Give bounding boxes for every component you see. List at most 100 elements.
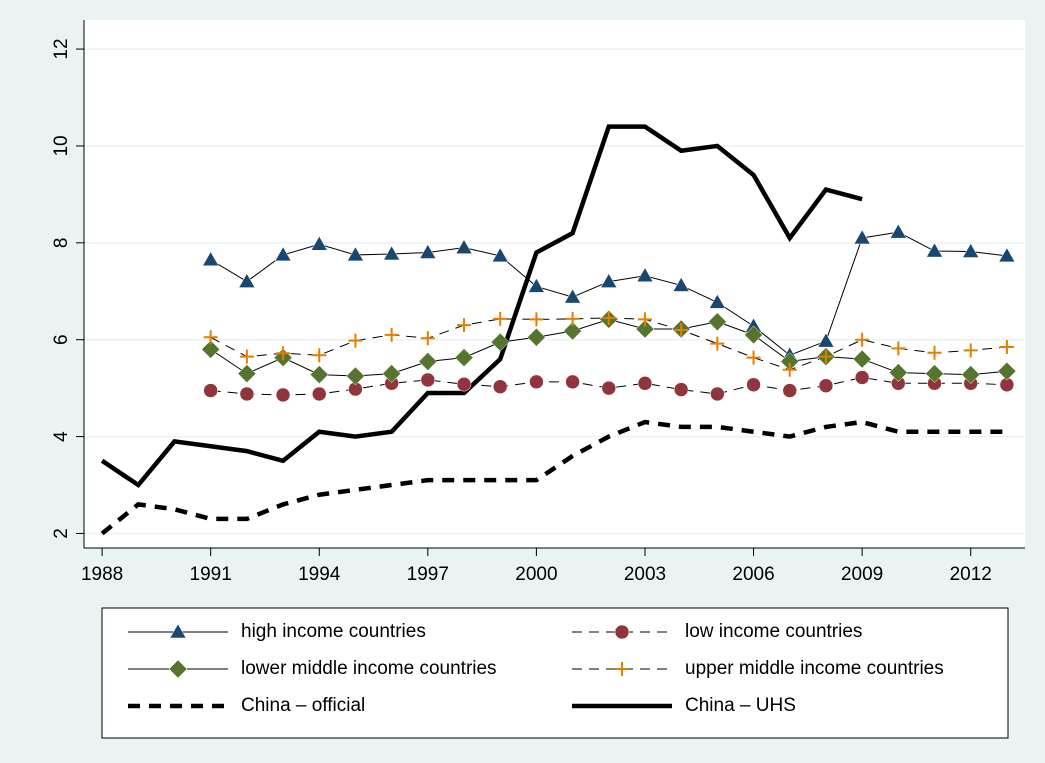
series-line: [100, 124, 863, 489]
marker: [312, 348, 327, 363]
marker: [456, 377, 472, 392]
marker: [635, 319, 655, 339]
marker: [963, 343, 978, 358]
marker: [383, 245, 401, 261]
marker: [744, 325, 763, 345]
legend: [101, 607, 1009, 739]
legend-label: China – official: [241, 695, 365, 716]
marker: [564, 288, 582, 304]
y-tick-label: 2: [51, 528, 72, 539]
marker: [420, 331, 435, 346]
marker: [927, 345, 942, 360]
marker: [274, 246, 292, 262]
marker: [673, 382, 689, 397]
marker: [239, 349, 254, 364]
marker: [238, 273, 256, 288]
marker: [563, 321, 582, 341]
marker: [672, 276, 690, 292]
x-tick-label: 1994: [298, 564, 341, 585]
x-tick-label: 1997: [407, 564, 449, 585]
marker: [746, 377, 761, 393]
x-tick-label: 2000: [515, 564, 557, 585]
y-tick-label: 6: [51, 334, 72, 345]
marker: [347, 246, 364, 262]
x-tick-label: 2006: [732, 564, 774, 585]
marker: [601, 380, 617, 396]
marker: [997, 361, 1017, 381]
marker: [962, 243, 980, 258]
marker: [999, 339, 1014, 354]
x-tick-label: 1988: [81, 564, 123, 585]
series-line: [100, 419, 1007, 536]
marker: [891, 341, 906, 356]
marker: [817, 332, 835, 348]
marker: [636, 267, 654, 283]
marker: [565, 311, 580, 326]
marker: [529, 312, 544, 327]
marker: [600, 273, 618, 288]
marker: [237, 364, 257, 383]
marker: [853, 229, 871, 245]
legend-marker: [169, 623, 187, 639]
marker: [310, 235, 328, 251]
marker: [203, 330, 218, 345]
marker: [674, 323, 689, 338]
marker: [888, 363, 908, 382]
marker: [419, 244, 437, 259]
legend-label: low income countries: [685, 621, 862, 642]
marker: [203, 383, 218, 398]
marker: [708, 312, 727, 332]
marker: [492, 379, 508, 394]
marker: [961, 365, 981, 384]
x-tick-label: 2012: [950, 564, 992, 585]
legend-label: lower middle income countries: [241, 658, 497, 679]
marker: [710, 336, 725, 351]
marker: [601, 310, 616, 325]
marker: [565, 374, 580, 390]
marker: [457, 318, 472, 333]
y-tick-label: 4: [51, 431, 72, 442]
marker: [889, 223, 907, 239]
marker: [708, 293, 726, 309]
marker: [490, 332, 510, 352]
marker: [925, 364, 944, 383]
marker: [491, 247, 509, 263]
marker: [746, 350, 761, 365]
marker: [418, 352, 438, 371]
marker: [529, 374, 544, 390]
legend-marker: [168, 659, 188, 679]
marker: [312, 386, 327, 402]
marker: [527, 277, 545, 293]
marker: [637, 376, 653, 391]
marker: [852, 349, 872, 369]
marker: [239, 386, 255, 402]
marker: [493, 311, 508, 326]
legend-label: China – UHS: [685, 695, 796, 716]
marker: [926, 242, 943, 258]
marker: [348, 333, 363, 348]
marker: [818, 378, 834, 393]
marker: [818, 349, 833, 364]
marker: [275, 387, 291, 403]
y-tick-label: 8: [51, 238, 72, 249]
marker: [384, 327, 399, 342]
marker: [201, 340, 221, 359]
marker: [276, 346, 291, 361]
marker: [420, 372, 436, 388]
x-tick-label: 2003: [624, 564, 666, 585]
marker: [202, 251, 220, 267]
marker: [710, 386, 725, 402]
legend-label: upper middle income countries: [685, 658, 944, 679]
marker: [382, 364, 401, 383]
y-tick-label: 10: [51, 135, 72, 156]
marker: [455, 239, 473, 254]
marker: [309, 365, 329, 384]
legend-marker: [614, 624, 630, 640]
marker: [998, 247, 1016, 263]
marker: [855, 332, 870, 347]
x-tick-label: 1991: [190, 564, 232, 585]
marker: [782, 362, 797, 377]
y-tick-label: 12: [51, 38, 72, 59]
marker: [782, 383, 797, 398]
